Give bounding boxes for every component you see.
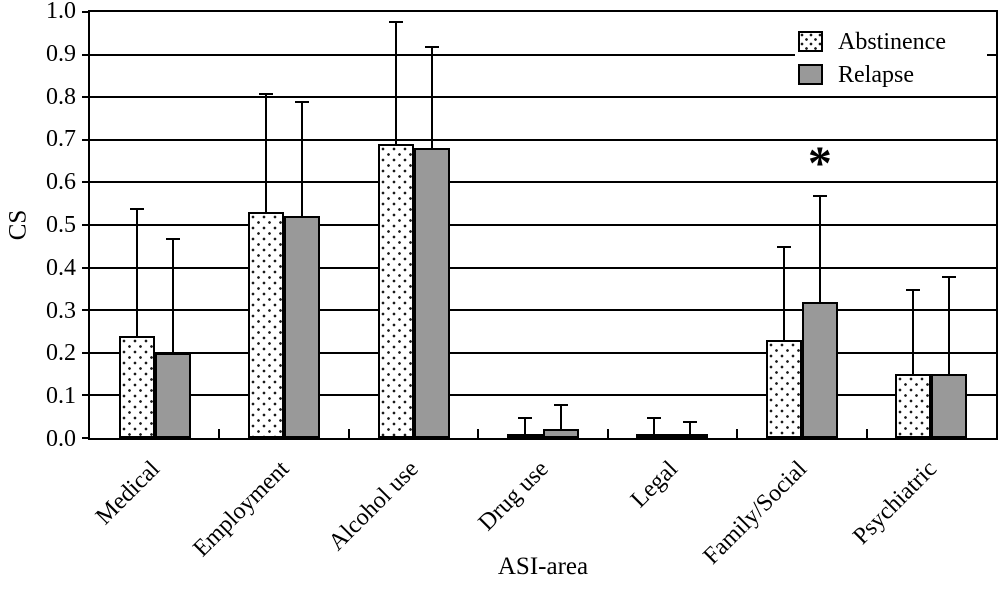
y-axis-tick-0.8 [82,96,88,99]
y-tick-label-0.8: 0.8 [46,83,76,110]
error-bar-cap-relapse-psychiatric [942,276,957,279]
x-tick-label-medical: Medical [91,456,166,530]
legend-swatch-relapse [798,64,823,85]
y-tick-label-1.0: 1.0 [46,0,76,24]
x-category-boundary-tick [606,429,609,438]
y-axis-tick-0.9 [82,53,88,56]
x-category-boundary-tick [347,429,350,438]
error-bar-stem-relapse-family-social [818,195,821,302]
gridline-0.6 [90,181,996,184]
error-bar-stem-abstinence-medical [135,207,138,336]
error-bar-stem-abstinence-employment [265,92,268,213]
bar-abstinence-drug-use [507,433,543,438]
x-tick-label-drug-use: Drug use [473,456,554,537]
y-axis-tick-0.7 [82,138,88,141]
error-bar-stem-relapse-alcohol-use [430,46,433,149]
y-tick-label-0.6: 0.6 [46,169,76,196]
y-tick-label-0.7: 0.7 [46,126,76,153]
gridline-0.3 [90,309,996,312]
bar-abstinence-employment [248,212,285,438]
error-bar-cap-relapse-family-social [812,195,827,198]
x-axis-title: ASI-area [497,553,589,580]
y-tick-label-0.4: 0.4 [46,254,76,281]
error-bar-cap-relapse-employment [295,101,310,104]
y-axis-tick-0.6 [82,181,88,184]
error-bar-stem-abstinence-legal [653,416,656,434]
bar-relapse-drug-use [543,429,579,438]
y-tick-label-0.3: 0.3 [46,297,76,324]
error-bar-stem-relapse-employment [301,101,304,217]
x-tick-label-legal: Legal [625,456,683,514]
bar-abstinence-alcohol-use [377,144,414,438]
x-tick-label-psychiatric: Psychiatric [847,456,942,550]
y-axis-tick-0.5 [82,224,88,226]
bar-relapse-psychiatric [931,374,968,438]
x-category-boundary-tick [736,429,739,438]
bar-abstinence-medical [118,335,155,438]
significance-asterisk: * [807,136,832,190]
error-bar-stem-abstinence-drug-use [524,416,526,434]
error-bar-stem-relapse-legal [689,420,692,434]
gridline-0.5 [90,224,996,226]
gridline-0.7 [90,138,996,141]
bar-abstinence-legal [636,433,673,438]
error-bar-cap-abstinence-legal [647,416,662,419]
legend: Abstinence Relapse [795,25,987,91]
y-axis-tick-0.2 [82,351,88,354]
legend-label-abstinence: Abstinence [838,28,946,55]
x-category-boundary-tick [865,429,868,438]
y-tick-label-0.2: 0.2 [46,340,76,367]
y-axis-tick-1.0 [82,11,88,13]
error-bar-cap-relapse-medical [165,237,180,240]
error-bar-stem-relapse-medical [171,237,174,353]
error-bar-stem-relapse-psychiatric [948,276,951,375]
error-bar-cap-abstinence-medical [129,207,144,210]
error-bar-cap-abstinence-family-social [776,246,791,249]
x-category-boundary-tick [218,429,221,438]
gridline-0.1 [90,394,996,397]
legend-swatch-abstinence [798,31,823,52]
error-bar-cap-abstinence-employment [259,92,274,95]
bar-relapse-alcohol-use [413,148,450,438]
error-bar-cap-relapse-legal [683,420,698,423]
error-bar-cap-relapse-drug-use [554,403,568,406]
plot-area: Abstinence Relapse * [82,10,998,440]
y-axis-tick-0.1 [82,394,88,397]
x-tick-label-employment: Employment [188,456,295,563]
x-tick-label-alcohol-use: Alcohol use [324,456,424,556]
error-bar-cap-relapse-alcohol-use [424,46,439,49]
legend-item-abstinence: Abstinence [798,28,987,56]
x-category-boundary-tick [477,429,480,438]
y-tick-label-0.9: 0.9 [46,40,76,67]
y-tick-label-0.5: 0.5 [46,212,76,238]
error-bar-stem-abstinence-alcohol-use [394,20,397,145]
bar-relapse-legal [672,433,709,438]
bar-relapse-family-social [801,301,838,438]
bar-abstinence-family-social [765,340,802,438]
error-bar-cap-abstinence-psychiatric [906,288,921,291]
error-bar-stem-abstinence-family-social [782,246,785,341]
error-bar-stem-abstinence-psychiatric [912,288,915,375]
bar-relapse-employment [284,216,321,438]
y-axis-tick-0.3 [82,309,88,312]
y-axis-tick-0.4 [82,266,88,269]
error-bar-stem-relapse-drug-use [560,403,562,430]
error-bar-cap-abstinence-drug-use [518,416,532,419]
gridline-0.9 [90,53,996,56]
error-bar-cap-abstinence-alcohol-use [388,20,403,23]
y-axis-tick-0.0 [82,437,88,439]
gridline-0.2 [90,351,996,354]
gridline-0.8 [90,96,996,99]
y-tick-label-0.0: 0.0 [46,426,76,452]
legend-label-relapse: Relapse [838,61,914,88]
gridline-0.4 [90,266,996,269]
legend-item-relapse: Relapse [798,61,987,89]
bar-abstinence-psychiatric [895,374,932,438]
y-tick-label-0.1: 0.1 [46,383,76,410]
bar-relapse-medical [154,352,191,438]
